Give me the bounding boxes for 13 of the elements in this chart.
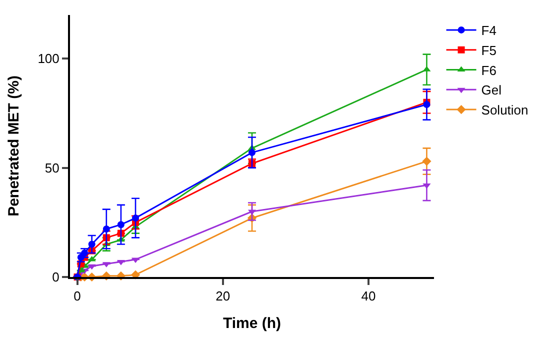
legend-label: Gel: [481, 82, 502, 98]
y-tick-label: 0: [52, 270, 60, 285]
y-tick-label: 100: [38, 51, 60, 66]
x-tick-label: 20: [216, 288, 230, 304]
legend-label: F6: [481, 62, 496, 78]
x-tick-label: 40: [361, 288, 376, 304]
x-tick-label: 0: [74, 288, 81, 304]
legend-label: Solution: [481, 102, 528, 118]
x-axis-title: Time (h): [222, 315, 282, 332]
y-axis-title: Penetrated MET (%): [5, 76, 22, 216]
legend-label: F5: [481, 42, 496, 58]
legend-label: F4: [481, 23, 496, 38]
y-tick-label: 50: [44, 160, 60, 176]
